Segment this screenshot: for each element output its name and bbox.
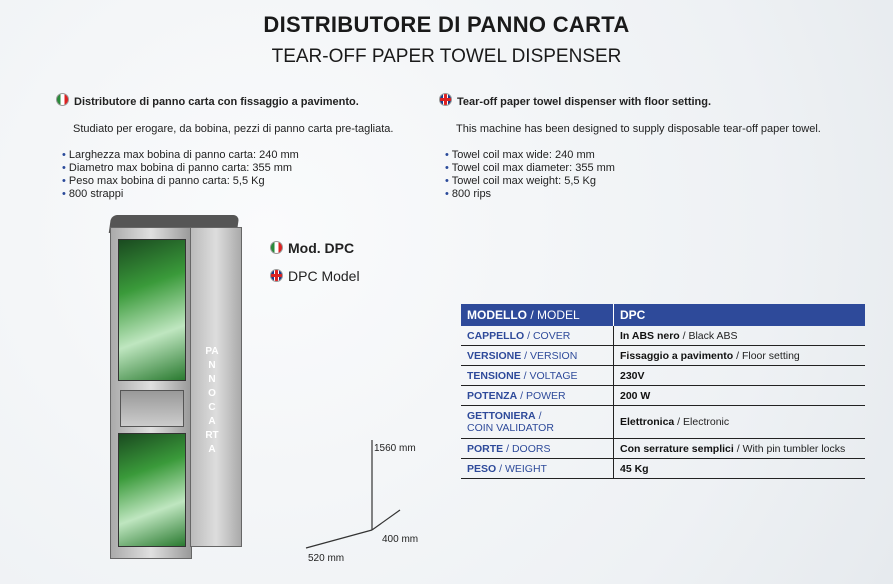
table-row: CAPPELLO / COVER In ABS nero / Black ABS — [461, 326, 865, 346]
table-header: MODELLO / MODEL DPC — [461, 304, 865, 326]
page-subtitle: TEAR-OFF PAPER TOWEL DISPENSER — [271, 46, 622, 67]
italy-flag-icon — [56, 93, 69, 106]
table-row: VERSIONE / VERSION Fissaggio a pavimento … — [461, 345, 865, 366]
en-bullet: Towel coil max weight: 5,5 Kg — [445, 175, 859, 188]
it-heading: Distributore di panno carta con fissaggi… — [74, 96, 359, 108]
depth-dimension: 400 mm — [382, 534, 419, 545]
uk-flag-icon — [439, 93, 452, 106]
it-intro: Studiato per erogare, da bobina, pezzi d… — [73, 123, 394, 135]
italian-description: Distributore di panno carta con fissaggi… — [56, 93, 436, 201]
dimension-diagram — [305, 440, 401, 549]
uk-flag-icon — [270, 269, 283, 282]
table-row: TENSIONE / VOLTAGE 230V — [461, 365, 865, 386]
width-dimension: 520 mm — [308, 553, 345, 564]
italy-flag-icon — [270, 241, 283, 254]
table-row: PESO / WEIGHT 45 Kg — [461, 458, 865, 479]
en-heading: Tear-off paper towel dispenser with floo… — [457, 96, 712, 108]
en-bullet: Towel coil max diameter: 355 mm — [445, 162, 859, 175]
page-title: DISTRIBUTORE DI PANNO CARTA — [263, 12, 630, 37]
table-row: POTENZA / POWER 200 W — [461, 385, 865, 406]
spec-table: MODELLO / MODEL DPC CAPPELLO / COVER In AB… — [461, 304, 865, 479]
height-dimension: 1560 mm — [374, 443, 416, 454]
en-intro: This machine has been designed to supply… — [456, 123, 821, 135]
model-it: Mod. DPC — [270, 240, 354, 256]
en-bullet: Towel coil max wide: 240 mm — [445, 149, 859, 162]
model-en: DPC Model — [270, 268, 360, 284]
machine-label: PANNO CARTA — [205, 346, 219, 455]
en-bullet: 800 rips — [445, 188, 859, 201]
it-bullet: Larghezza max bobina di panno carta: 240… — [62, 149, 436, 162]
it-bullet: Peso max bobina di panno carta: 5,5 Kg — [62, 175, 436, 188]
it-bullet: Diametro max bobina di panno carta: 355 … — [62, 162, 436, 175]
table-row: GETTONIERA / COIN VALIDATOR Elettronica / … — [461, 405, 865, 439]
table-row: PORTE / DOORS Con serrature semplici / Wi… — [461, 438, 865, 459]
machine-image: PANNO CARTA — [108, 215, 242, 565]
it-bullet: 800 strappi — [62, 188, 436, 201]
english-description: Tear-off paper towel dispenser with floo… — [439, 93, 859, 201]
